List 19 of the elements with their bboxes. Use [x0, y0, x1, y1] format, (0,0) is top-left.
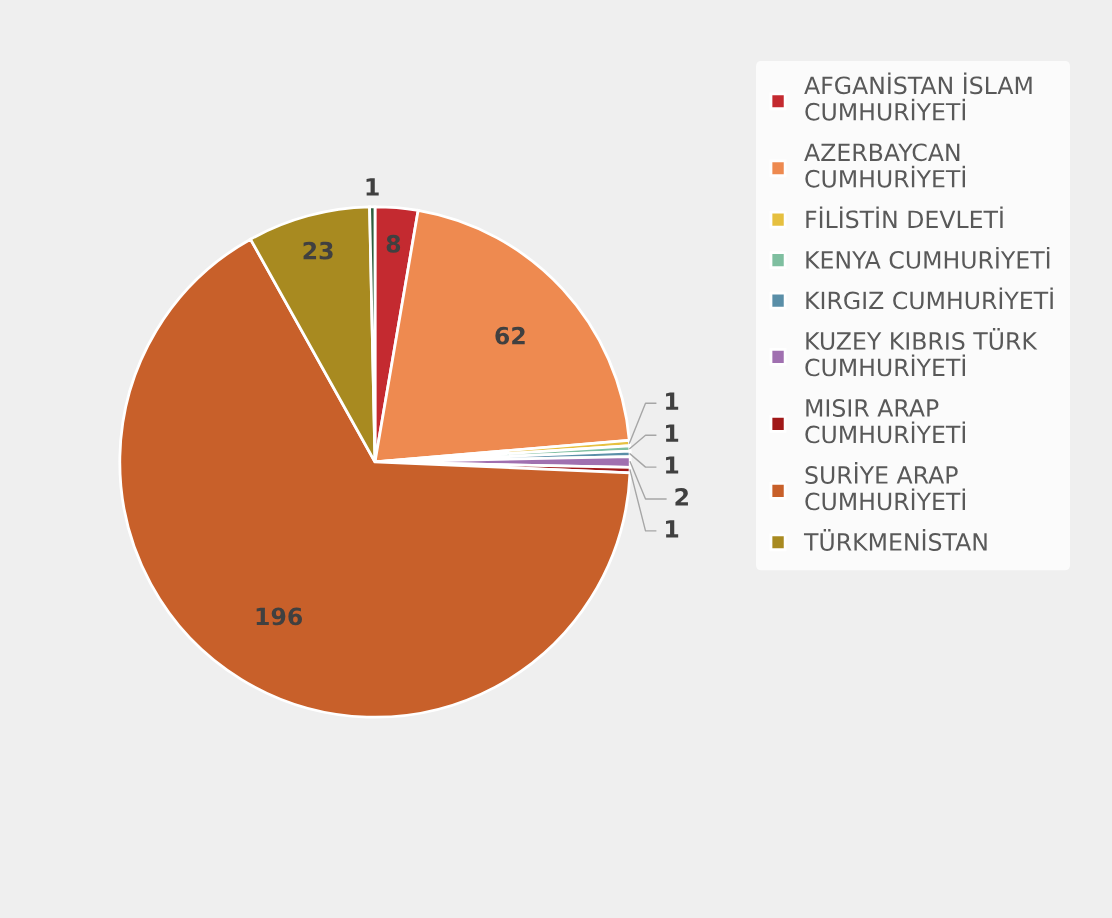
legend-label: SURİYE ARAP CUMHURİYETİ	[805, 462, 965, 511]
legend-label: AZERBAYCAN CUMHURİYETİ	[804, 143, 965, 188]
data-label: 8	[386, 234, 401, 253]
legend-label: TÜRKMENİSTAN	[803, 529, 987, 551]
legend-label: KIRGIZ CUMHURİYETİ	[806, 287, 1053, 310]
data-label: 23	[303, 241, 333, 260]
data-label: 1	[366, 178, 379, 196]
data-label: 1	[666, 392, 679, 410]
legend-label: AFGANİSTAN İSLAM CUMHURİYETİ	[804, 72, 1032, 121]
legend-label: KUZEY KIBRIS TÜRK CUMHURİYETİ	[805, 328, 1038, 377]
data-label: 1	[666, 456, 679, 474]
data-label: 1	[666, 520, 679, 538]
data-label: 2	[675, 488, 688, 506]
data-label: 62	[495, 326, 525, 345]
legend-label: FİLİSTİN DEVLETİ	[806, 206, 1003, 229]
legend-label: KENYA CUMHURİYETİ	[806, 246, 1050, 269]
data-label: 196	[256, 607, 303, 626]
legend-label: MISIR ARAP CUMHURİYETİ	[805, 399, 965, 444]
data-label: 1	[666, 424, 679, 442]
